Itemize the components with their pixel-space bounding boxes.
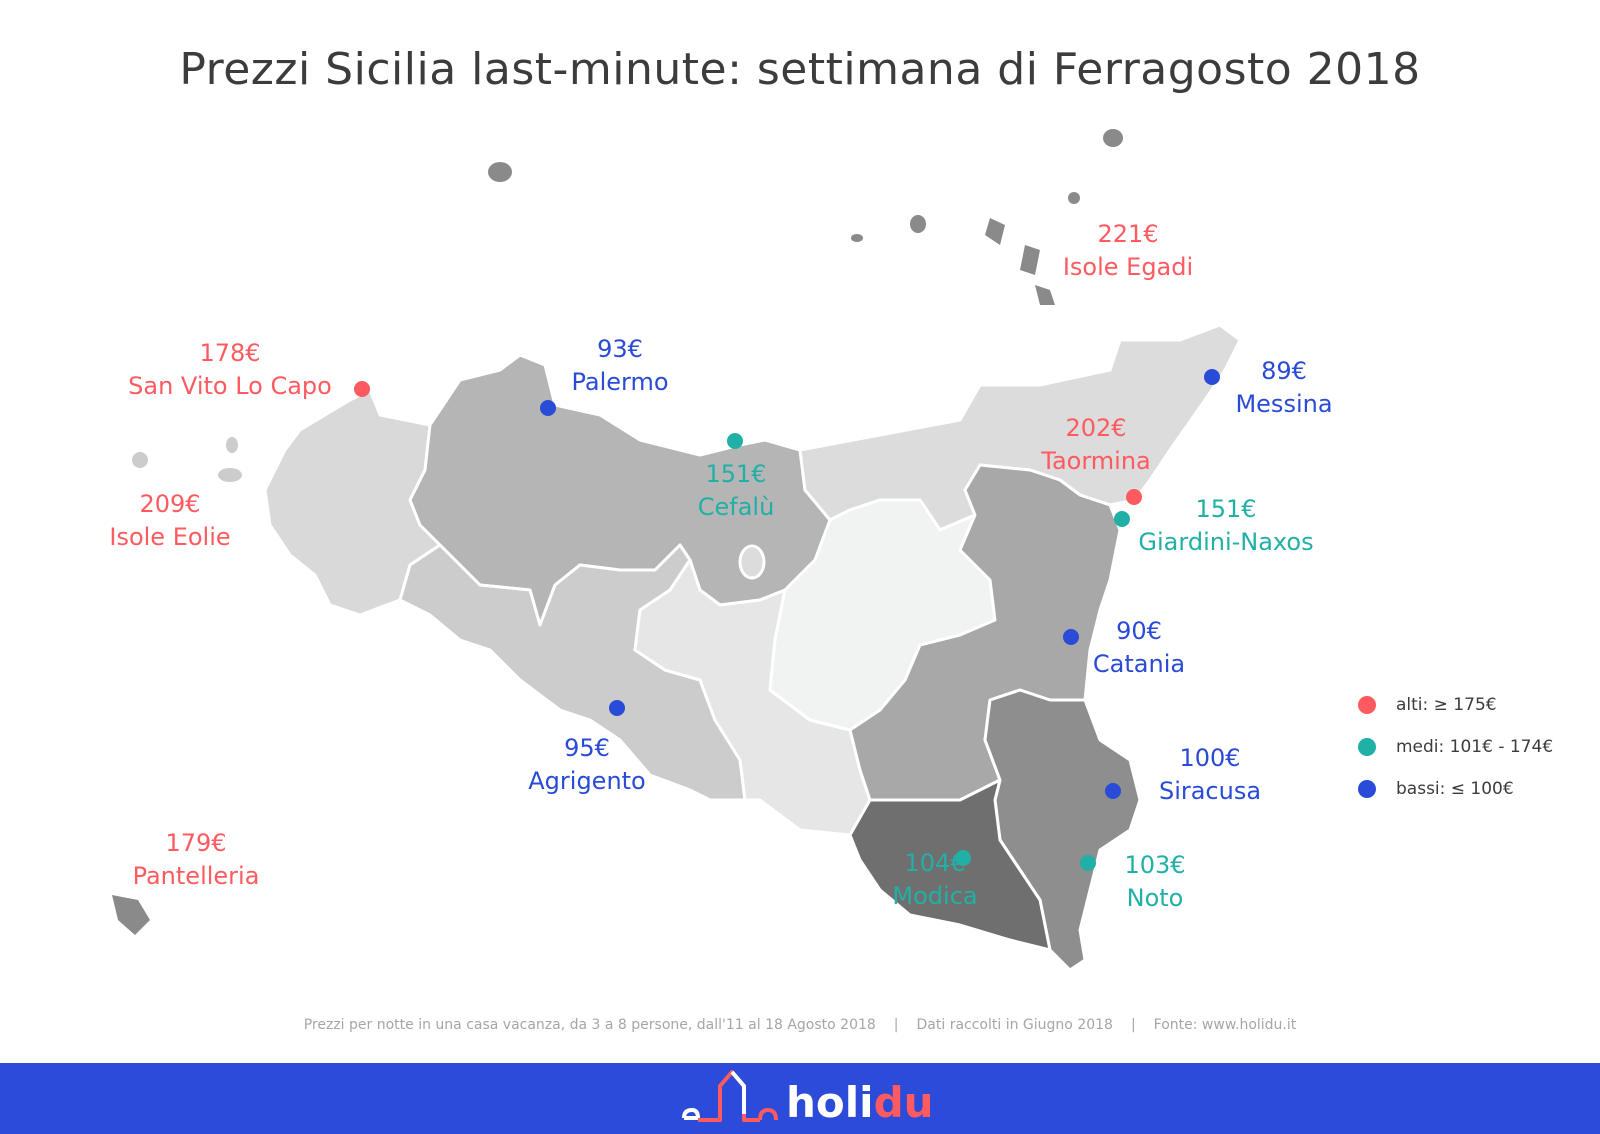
footnote-source: Fonte: www.holidu.it [1153,1017,1297,1033]
city-marker-giardini-naxos [1114,511,1130,527]
city-marker-taormina [1126,489,1142,505]
city-label-pantelleria: 179€ Pantelleria [132,829,260,890]
legend-item-medi: medi: 101€ - 174€ [1358,726,1553,768]
city-marker-modica [955,850,971,866]
city-marker-catania [1063,629,1079,645]
teal-dot-icon [1358,738,1376,756]
city-marker-agrigento [609,700,625,716]
city-label-noto: 103€ Noto [1124,851,1186,912]
holidu-logo: holidu [680,1068,934,1128]
legend-item-alti: alti: ≥ 175€ [1358,684,1553,726]
legend-label: medi: 101€ - 174€ [1396,737,1554,757]
city-marker-siracusa [1105,783,1121,799]
city-marker-san-vito-lo-capo [354,381,370,397]
city-marker-messina [1204,369,1220,385]
city-label-catania: 90€ Catania [1092,617,1186,678]
city-label-isole-eolie: 209€ Isole Eolie [109,490,231,551]
footnote-note: Prezzi per notte in una casa vacanza, da… [303,1017,876,1033]
page-title: Prezzi Sicilia last-minute: settimana di… [179,44,1421,95]
blue-dot-icon [1358,780,1376,798]
red-dot-icon [1358,696,1376,714]
city-label-modica: 104€ Modica [892,849,978,910]
legend-label: bassi: ≤ 100€ [1396,779,1514,799]
legend: alti: ≥ 175€ medi: 101€ - 174€ bassi: ≤ … [1358,684,1553,810]
logo-text-du: du [873,1078,934,1127]
city-label-giardini-naxos: 151€ Giardini-Naxos [1138,495,1314,556]
city-marker-cefal- [727,433,743,449]
legend-item-bassi: bassi: ≤ 100€ [1358,768,1553,810]
footnote-collected: Dati raccolti in Giugno 2018 [916,1017,1113,1033]
region-ragusa [848,778,1052,952]
legend-label: alti: ≥ 175€ [1396,695,1497,715]
city-label-taormina: 202€ Taormina [1041,414,1151,475]
city-label-agrigento: 95€ Agrigento [528,734,646,795]
city-marker-palermo [540,400,556,416]
city-marker-noto [1080,855,1096,871]
city-label-siracusa: 100€ Siracusa [1158,744,1262,805]
city-label-cefalu: 151€ Cefalù [697,460,775,521]
city-label-messina: 89€ Messina [1235,357,1333,418]
logo-text-holi: holi [786,1078,874,1127]
city-label-isole-egadi: 221€ Isole Egadi [1062,220,1194,281]
minor-islands [112,129,1123,935]
separator: | [893,1017,899,1033]
house-logo-icon [682,1070,778,1122]
separator: | [1130,1017,1136,1033]
city-label-palermo: 93€ Palermo [571,335,669,396]
brand-banner [0,1063,1600,1134]
city-label-san-vito-lo-capo: 178€ San Vito Lo Capo [128,339,332,400]
footnote: Prezzi per notte in una casa vacanza, da… [0,1017,1600,1033]
